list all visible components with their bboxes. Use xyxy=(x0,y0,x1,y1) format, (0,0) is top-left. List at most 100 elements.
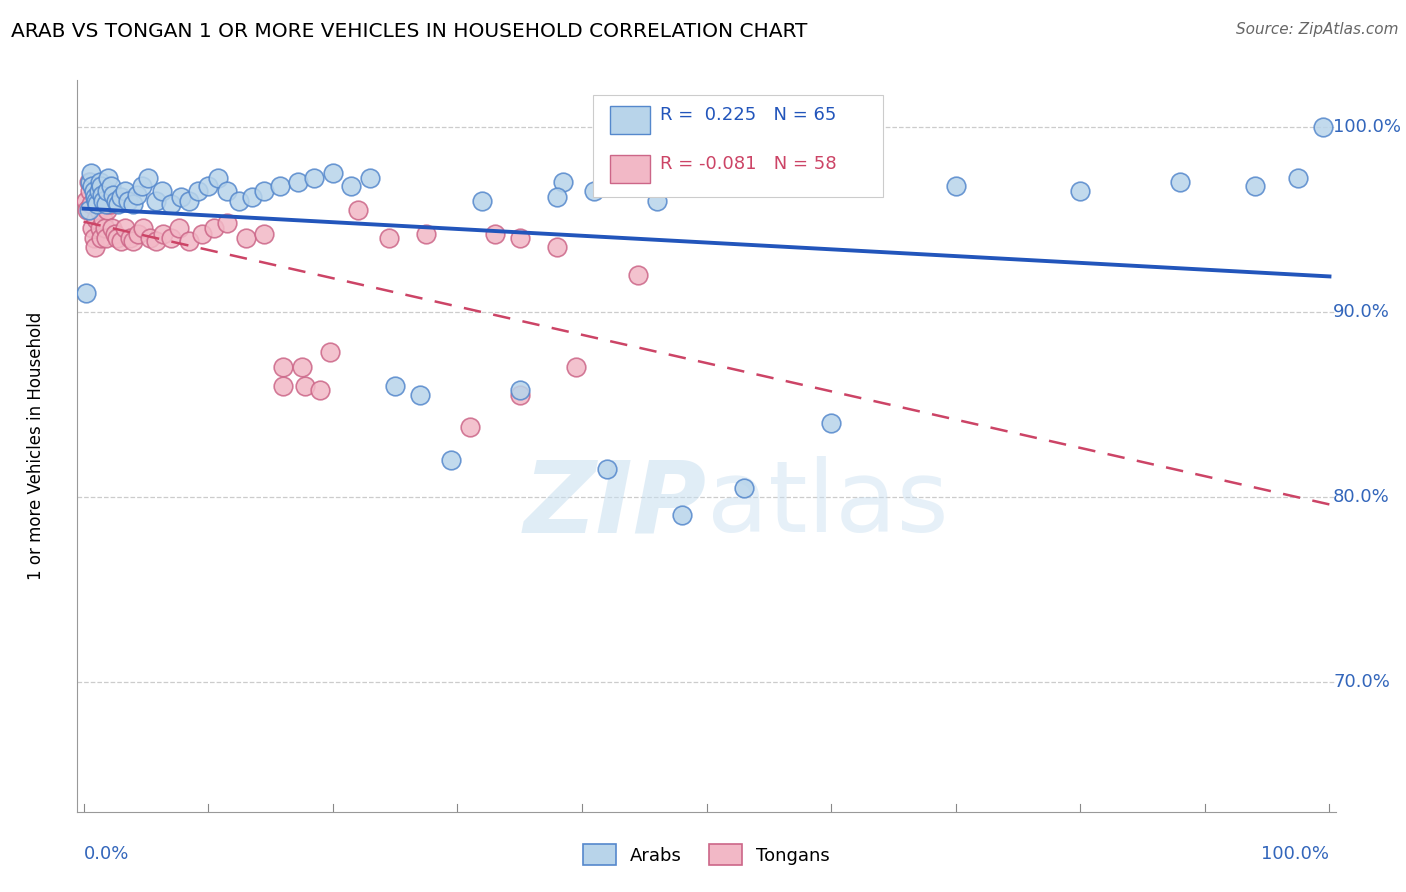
Point xyxy=(97,197,120,211)
Text: 90.0%: 90.0% xyxy=(1333,302,1391,321)
Point xyxy=(253,227,276,241)
Point xyxy=(101,221,124,235)
Point xyxy=(138,230,160,244)
Point xyxy=(253,185,276,199)
Text: ZIP: ZIP xyxy=(523,456,707,553)
Point xyxy=(79,175,101,189)
Point xyxy=(90,178,112,193)
Point xyxy=(409,388,432,402)
Point xyxy=(235,230,257,244)
Point xyxy=(553,175,575,189)
Text: R = -0.081   N = 58: R = -0.081 N = 58 xyxy=(659,155,837,173)
Text: R =  0.225   N = 65: R = 0.225 N = 65 xyxy=(659,105,837,124)
Point xyxy=(87,202,110,217)
Point xyxy=(91,188,114,202)
Point xyxy=(76,202,98,217)
Text: 80.0%: 80.0% xyxy=(1333,488,1391,506)
Point xyxy=(207,171,229,186)
Point xyxy=(138,171,160,186)
Point xyxy=(75,194,97,208)
Point xyxy=(98,194,121,208)
Point xyxy=(79,185,101,199)
Point xyxy=(378,230,401,244)
Point xyxy=(269,178,291,193)
Point xyxy=(509,230,531,244)
Point xyxy=(97,171,120,186)
Point xyxy=(94,230,117,244)
Text: 100.0%: 100.0% xyxy=(1261,845,1330,863)
Point xyxy=(215,216,238,230)
Point xyxy=(77,202,100,217)
Point xyxy=(645,194,668,208)
Point xyxy=(294,379,316,393)
Point xyxy=(83,185,105,199)
Point xyxy=(509,383,531,397)
FancyBboxPatch shape xyxy=(610,106,650,134)
Text: 70.0%: 70.0% xyxy=(1333,673,1391,691)
Point xyxy=(131,178,153,193)
Point xyxy=(100,178,122,193)
Point xyxy=(291,360,314,375)
Point xyxy=(191,227,214,241)
Point xyxy=(1312,120,1334,134)
Point xyxy=(104,227,127,241)
Point xyxy=(187,185,209,199)
Point xyxy=(86,194,108,208)
Text: atlas: atlas xyxy=(707,456,948,553)
Point xyxy=(159,230,181,244)
Point xyxy=(240,190,263,204)
Point xyxy=(309,383,332,397)
FancyBboxPatch shape xyxy=(593,95,883,197)
Point xyxy=(152,227,174,241)
Point xyxy=(145,235,167,249)
Point xyxy=(77,175,100,189)
Point xyxy=(170,190,193,204)
Point xyxy=(215,185,238,199)
Point xyxy=(83,240,105,254)
Legend: Arabs, Tongans: Arabs, Tongans xyxy=(576,837,837,872)
Point xyxy=(118,230,141,244)
Text: ARAB VS TONGAN 1 OR MORE VEHICLES IN HOUSEHOLD CORRELATION CHART: ARAB VS TONGAN 1 OR MORE VEHICLES IN HOU… xyxy=(11,22,807,41)
Point xyxy=(458,419,481,434)
Point xyxy=(150,185,173,199)
Point xyxy=(359,171,381,186)
Point xyxy=(89,175,111,189)
Point xyxy=(122,197,145,211)
Point xyxy=(93,221,115,235)
Point xyxy=(627,268,650,282)
Point xyxy=(89,221,111,235)
Point xyxy=(228,194,250,208)
Point xyxy=(271,379,294,393)
Point xyxy=(96,185,118,199)
Point xyxy=(82,221,104,235)
Point xyxy=(107,197,129,211)
Point xyxy=(509,388,531,402)
Point xyxy=(127,227,149,241)
Point xyxy=(484,227,506,241)
Point xyxy=(471,194,494,208)
Point xyxy=(287,175,309,189)
Point xyxy=(671,508,693,523)
Point xyxy=(319,345,342,359)
Point xyxy=(93,194,115,208)
Point xyxy=(114,221,136,235)
Point xyxy=(271,360,294,375)
Point xyxy=(86,197,108,211)
Point xyxy=(302,171,325,186)
Point xyxy=(96,202,118,217)
Point xyxy=(546,190,568,204)
Text: Source: ZipAtlas.com: Source: ZipAtlas.com xyxy=(1236,22,1399,37)
Text: 1 or more Vehicles in Household: 1 or more Vehicles in Household xyxy=(27,312,45,580)
Point xyxy=(110,190,132,204)
Point xyxy=(100,197,122,211)
Point xyxy=(1168,175,1191,189)
Point xyxy=(197,178,219,193)
Point xyxy=(733,481,755,495)
Point xyxy=(145,194,167,208)
Point xyxy=(93,212,115,227)
Point xyxy=(1286,171,1309,186)
Point xyxy=(127,188,149,202)
Point xyxy=(583,185,606,199)
Point xyxy=(83,230,105,244)
Point xyxy=(132,221,155,235)
